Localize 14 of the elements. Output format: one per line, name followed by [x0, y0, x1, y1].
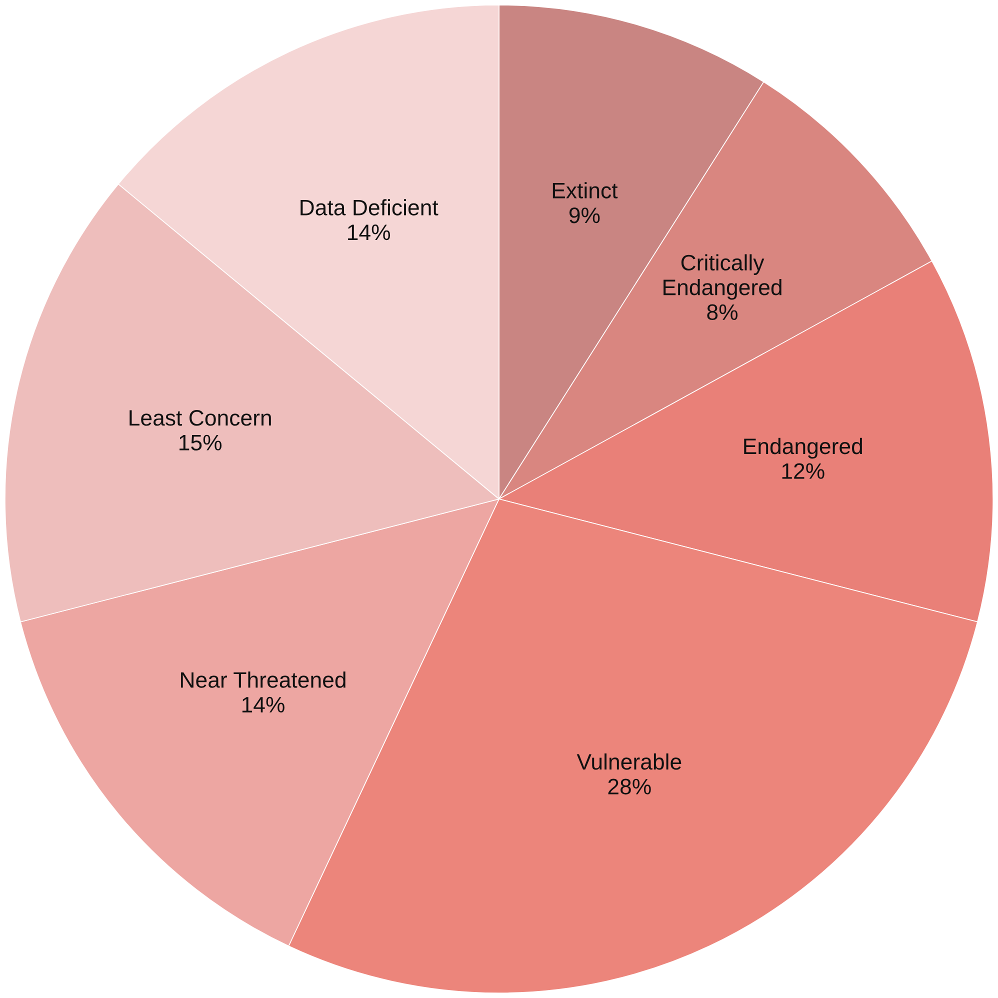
data-label: 14% [242, 696, 284, 712]
slice-label: Least Concern [130, 410, 271, 426]
slice-label: Near Threatened [181, 672, 346, 688]
data-label: 28% [608, 778, 651, 794]
data-label: 12% [782, 463, 824, 479]
slice-label: Critically Endangered [664, 254, 782, 300]
slice-label: Data Deficient [300, 199, 438, 216]
data-label: 9% [569, 207, 600, 224]
data-label: 8% [707, 304, 738, 320]
slice-label: Vulnerable [576, 753, 682, 770]
data-label: 15% [180, 434, 222, 451]
slice-label: Extinct [552, 182, 618, 198]
data-label: 14% [348, 224, 390, 240]
slice-label: Endangered [744, 438, 862, 459]
